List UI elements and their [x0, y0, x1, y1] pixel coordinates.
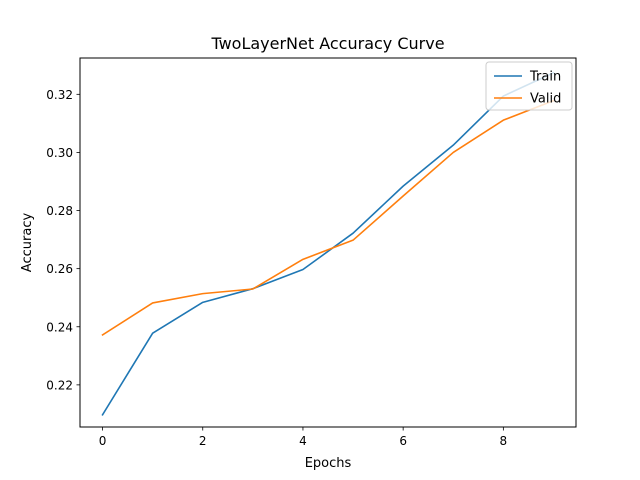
y-tick-label: 0.26	[46, 262, 73, 276]
series-layer	[101, 71, 555, 416]
y-tick-label: 0.24	[46, 320, 73, 334]
x-tick-label: 8	[500, 434, 508, 448]
y-tick-label: 0.28	[46, 204, 73, 218]
legend-label-valid: Valid	[530, 92, 561, 107]
plot-frame	[79, 57, 577, 428]
x-tick-label: 2	[199, 434, 207, 448]
y-tick-label: 0.32	[46, 88, 73, 102]
chart-title: TwoLayerNet Accuracy Curve	[210, 34, 444, 53]
x-axis-label: Epochs	[305, 456, 352, 471]
plot-background	[80, 58, 576, 427]
series-line-train	[101, 71, 555, 416]
x-tick-label: 6	[399, 434, 407, 448]
y-tick-label: 0.22	[46, 378, 73, 392]
x-tick-label: 0	[99, 434, 107, 448]
legend: Train Valid	[485, 61, 573, 111]
series-line-valid	[101, 99, 555, 337]
x-axis: 0 2 4 6 8	[99, 427, 507, 448]
x-tick-label: 4	[299, 434, 307, 448]
y-axis-label: Accuracy	[20, 213, 35, 273]
legend-label-train: Train	[529, 70, 561, 85]
y-axis: 0.22 0.24 0.26 0.28 0.30 0.32	[46, 88, 80, 392]
plot-area	[79, 57, 577, 428]
y-tick-label: 0.30	[46, 146, 73, 160]
